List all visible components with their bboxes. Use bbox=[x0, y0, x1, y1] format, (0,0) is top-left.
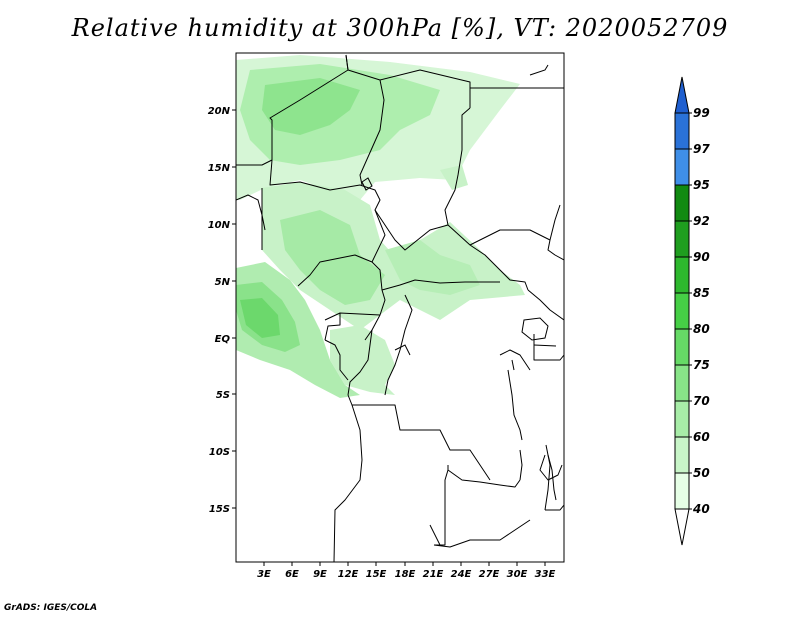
lake-victoria bbox=[521, 317, 549, 341]
colorbar-segment bbox=[674, 364, 690, 402]
congo-river-segment bbox=[394, 344, 411, 356]
red-sea-coast bbox=[529, 64, 549, 76]
colorbar-segment bbox=[674, 184, 690, 222]
colorbar-segment bbox=[674, 472, 690, 510]
lake-malawi bbox=[547, 454, 557, 501]
lon-label: 24E bbox=[451, 569, 472, 580]
humidity-shading bbox=[236, 55, 525, 398]
lon-label: 30E bbox=[507, 569, 528, 580]
lat-label: 10N bbox=[208, 220, 231, 231]
colorbar-segment bbox=[674, 112, 690, 150]
lon-axis bbox=[263, 562, 546, 566]
lake-kivu bbox=[511, 359, 515, 371]
grads-credit: GrADS: IGES/COLA bbox=[4, 603, 98, 613]
lake-tanganyika bbox=[507, 369, 523, 441]
lat-label: EQ bbox=[215, 334, 231, 345]
humidity-region-sudan-patch bbox=[440, 165, 468, 190]
colorbar-upper-extension bbox=[674, 76, 690, 114]
humidity-region-gulf-core bbox=[240, 298, 280, 338]
lon-label: 6E bbox=[285, 569, 299, 580]
colorbar-label: 80 bbox=[693, 322, 710, 336]
colorbar-label: 95 bbox=[693, 178, 710, 192]
map-frame bbox=[235, 52, 565, 563]
lat-labels: 20N 15N 10N 5N EQ 5S 10S 15S bbox=[208, 106, 231, 515]
colorbar-segment bbox=[674, 256, 690, 294]
colorbar-segment bbox=[674, 292, 690, 330]
colorbar-segment bbox=[674, 328, 690, 366]
lat-label: 15S bbox=[209, 504, 230, 515]
lon-label: 12E bbox=[338, 569, 359, 580]
colorbar-lower-extension bbox=[674, 508, 690, 546]
colorbar-label: 40 bbox=[692, 502, 710, 516]
lat-label: 5N bbox=[215, 277, 231, 288]
lon-label: 15E bbox=[366, 569, 387, 580]
colorbar-label: 97 bbox=[693, 142, 710, 156]
colorbar-label: 50 bbox=[693, 466, 710, 480]
colorbar-label: 92 bbox=[693, 214, 710, 228]
humidity-region-sahel-core bbox=[262, 78, 360, 135]
humidity-region-nigeria-inner bbox=[280, 210, 385, 305]
colorbar-segment bbox=[674, 220, 690, 258]
colorbar-label: 90 bbox=[693, 250, 710, 264]
lat-label: 5S bbox=[216, 390, 230, 401]
lon-label: 27E bbox=[479, 569, 500, 580]
country-borders bbox=[236, 54, 564, 562]
colorbar-label: 85 bbox=[693, 286, 710, 300]
water-bodies bbox=[361, 64, 557, 501]
colorbar-segment bbox=[674, 436, 690, 474]
colorbar-label: 70 bbox=[693, 394, 710, 408]
lat-label: 20N bbox=[208, 106, 231, 117]
colorbar-segment bbox=[674, 400, 690, 438]
lat-label: 10S bbox=[209, 447, 230, 458]
humidity-region-car bbox=[385, 240, 480, 295]
colorbar-segment bbox=[674, 148, 690, 186]
lon-label: 18E bbox=[395, 569, 416, 580]
lon-label: 9E bbox=[313, 569, 327, 580]
lat-label: 15N bbox=[208, 163, 231, 174]
colorbar-labels: 40 50 60 70 75 80 85 90 92 95 97 99 bbox=[692, 106, 710, 516]
lon-label: 21E bbox=[423, 569, 444, 580]
map-title: Relative humidity at 300hPa [%], VT: 202… bbox=[71, 14, 729, 42]
lat-axis bbox=[232, 109, 236, 509]
colorbar bbox=[674, 76, 692, 546]
lon-label: 3E bbox=[257, 569, 271, 580]
lake-chad bbox=[361, 177, 373, 191]
lon-labels: 3E 6E 9E 12E 15E 18E 21E 24E 27E 30E 33E bbox=[257, 569, 555, 580]
colorbar-label: 99 bbox=[693, 106, 710, 120]
colorbar-label: 75 bbox=[693, 358, 710, 372]
lon-label: 33E bbox=[535, 569, 556, 580]
colorbar-label: 60 bbox=[693, 430, 710, 444]
